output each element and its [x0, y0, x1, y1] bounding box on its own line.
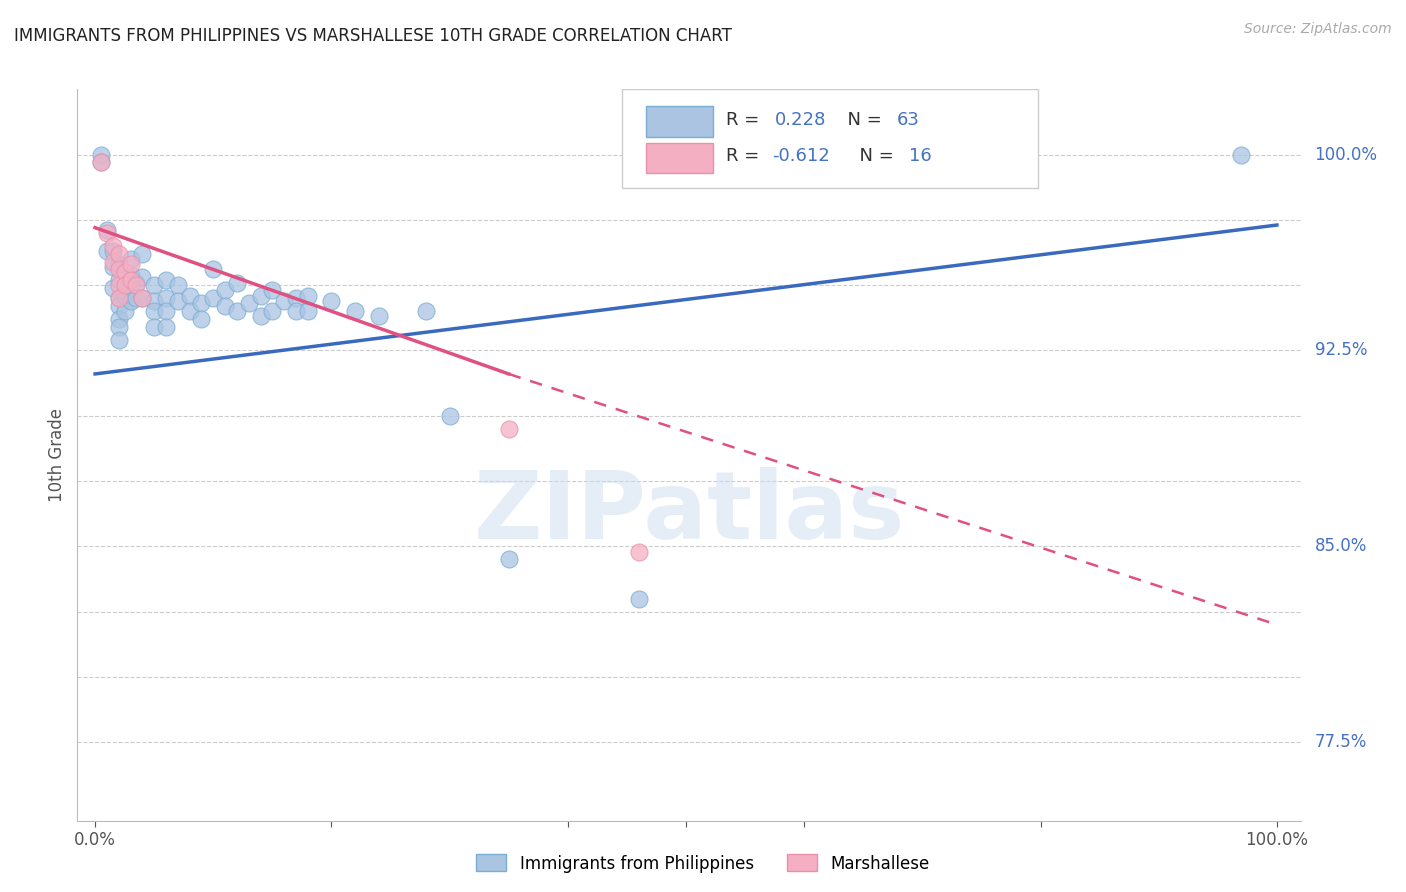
Point [285, 291, 308, 305]
Point [131, 270, 153, 285]
Point [214, 284, 236, 298]
Point [96, 244, 118, 259]
Point [143, 319, 166, 334]
Legend: Immigrants from Philippines, Marshallese: Immigrants from Philippines, Marshallese [470, 847, 936, 880]
Point [107, 262, 129, 277]
Point [131, 291, 153, 305]
Text: 0.228: 0.228 [775, 111, 825, 129]
FancyBboxPatch shape [647, 143, 713, 173]
Point [96, 226, 118, 240]
Point [90, 155, 112, 169]
Point [107, 278, 129, 293]
Point [344, 304, 367, 318]
Point [107, 319, 129, 334]
Point [179, 304, 201, 318]
Text: Source: ZipAtlas.com: Source: ZipAtlas.com [1244, 22, 1392, 37]
Point [120, 278, 142, 293]
Point [155, 304, 177, 318]
Point [107, 312, 129, 326]
Point [273, 293, 295, 308]
Text: IMMIGRANTS FROM PHILIPPINES VS MARSHALLESE 10TH GRADE CORRELATION CHART: IMMIGRANTS FROM PHILIPPINES VS MARSHALLE… [14, 27, 733, 45]
Text: R =: R = [725, 147, 765, 166]
Point [202, 262, 225, 277]
Point [155, 319, 177, 334]
Text: 100.0%: 100.0% [1315, 145, 1378, 163]
Point [107, 291, 129, 305]
Text: N =: N = [848, 147, 900, 166]
Point [101, 260, 124, 274]
Point [190, 296, 212, 310]
Point [155, 273, 177, 287]
Text: -0.612: -0.612 [772, 147, 830, 166]
Point [166, 278, 188, 293]
Point [627, 591, 650, 606]
Text: ZIPatlas: ZIPatlas [474, 467, 904, 559]
Point [143, 293, 166, 308]
Point [96, 223, 118, 237]
Point [107, 257, 129, 271]
Point [120, 273, 142, 287]
Point [367, 310, 389, 324]
Point [190, 312, 212, 326]
Text: 85.0%: 85.0% [1315, 537, 1367, 556]
Point [120, 257, 142, 271]
Point [107, 333, 129, 347]
Point [249, 288, 271, 302]
Text: 77.5%: 77.5% [1315, 733, 1367, 751]
Point [125, 291, 148, 305]
Point [107, 299, 129, 313]
Point [120, 252, 142, 266]
Point [238, 296, 260, 310]
Point [155, 291, 177, 305]
Point [297, 288, 319, 302]
Point [101, 281, 124, 295]
Y-axis label: 10th Grade: 10th Grade [48, 408, 66, 502]
Point [262, 284, 284, 298]
Point [125, 278, 148, 293]
Point [131, 291, 153, 305]
Point [627, 544, 650, 558]
Point [120, 268, 142, 282]
Point [1230, 147, 1253, 161]
Text: 92.5%: 92.5% [1315, 342, 1367, 359]
Text: N =: N = [835, 111, 887, 129]
Point [214, 299, 236, 313]
Point [498, 552, 520, 566]
Point [225, 276, 247, 290]
Point [166, 293, 188, 308]
Point [297, 304, 319, 318]
Point [114, 265, 136, 279]
Point [90, 155, 112, 169]
Point [101, 244, 124, 259]
Point [285, 304, 308, 318]
Point [225, 304, 247, 318]
Point [107, 291, 129, 305]
Point [143, 304, 166, 318]
Point [114, 304, 136, 318]
Point [131, 247, 153, 261]
Point [114, 288, 136, 302]
Point [101, 239, 124, 253]
Text: 16: 16 [910, 147, 932, 166]
Point [249, 310, 271, 324]
Text: R =: R = [725, 111, 770, 129]
Point [143, 278, 166, 293]
Point [439, 409, 461, 423]
Point [107, 247, 129, 261]
Point [101, 254, 124, 268]
Point [90, 147, 112, 161]
Point [498, 422, 520, 436]
Text: 63: 63 [897, 111, 920, 129]
Point [125, 276, 148, 290]
Point [415, 304, 437, 318]
FancyBboxPatch shape [621, 89, 1038, 188]
Point [120, 293, 142, 308]
Point [107, 273, 129, 287]
Point [262, 304, 284, 318]
Point [202, 291, 225, 305]
FancyBboxPatch shape [647, 106, 713, 136]
Point [321, 293, 343, 308]
Point [179, 288, 201, 302]
Point [114, 278, 136, 293]
